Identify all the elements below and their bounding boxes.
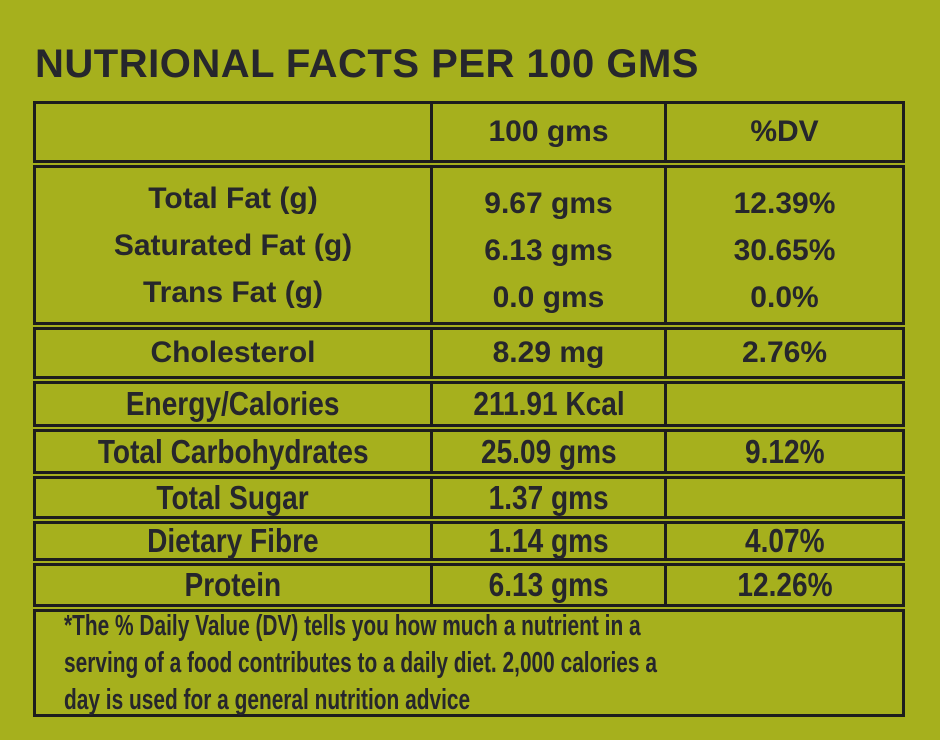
table-row-energy: Energy/Calories 211.91 Kcal [33, 381, 905, 427]
fat-amount-total: 9.67 gms [484, 186, 613, 220]
footnote-line: *The % Daily Value (DV) tells you how mu… [64, 609, 641, 642]
row-dv [667, 384, 902, 424]
row-name: Protein [184, 566, 282, 603]
fat-dv-trans: 0.0% [750, 280, 819, 314]
table-header-row: 100 gms %DV [33, 101, 905, 163]
header-blank-cell [36, 104, 430, 160]
row-name: Cholesterol [150, 336, 316, 369]
table-row-sugar: Total Sugar 1.37 gms [33, 476, 905, 519]
row-amount: 211.91 Kcal [430, 384, 667, 424]
row-dv: 9.12% [744, 432, 825, 470]
row-amount: 6.13 gms [430, 566, 667, 604]
row-name: Total Sugar [156, 478, 310, 516]
fat-group-row: Total Fat (g) Saturated Fat (g) Trans Fa… [33, 165, 905, 325]
fat-dv-total: 12.39% [733, 186, 836, 220]
fat-amount-saturated: 6.13 gms [484, 233, 613, 267]
row-dv [667, 479, 902, 516]
footnote-text: *The % Daily Value (DV) tells you how mu… [36, 610, 902, 716]
row-amount: 8.29 mg [430, 330, 667, 376]
fat-label-trans: Trans Fat (g) [142, 275, 323, 309]
fat-group-amounts: 9.67 gms 6.13 gms 0.0 gms [430, 168, 667, 322]
row-name: Energy/Calories [126, 385, 340, 422]
row-amount: 25.09 gms [430, 432, 667, 471]
table-row-cholesterol: Cholesterol 8.29 mg 2.76% [33, 327, 905, 379]
row-dv: 12.26% [736, 566, 833, 603]
fat-group-dvs: 12.39% 30.65% 0.0% [667, 168, 902, 322]
fat-label-saturated: Saturated Fat (g) [113, 228, 353, 262]
row-dv: 2.76% [741, 336, 828, 369]
footnote-line: serving of a food contributes to a daily… [64, 646, 657, 679]
header-amount-cell: 100 gms [430, 104, 667, 160]
table-row-fibre: Dietary Fibre 1.14 gms 4.07% [33, 521, 905, 561]
fat-dv-saturated: 30.65% [733, 233, 836, 267]
row-amount: 1.14 gms [430, 522, 667, 559]
nutrition-table: 100 gms %DV Total Fat (g) Saturated Fat … [33, 101, 905, 719]
row-name: Total Carbohydrates [97, 432, 369, 470]
fat-group-labels: Total Fat (g) Saturated Fat (g) Trans Fa… [36, 168, 430, 322]
header-dv-cell: %DV [750, 115, 819, 148]
page-title: NUTRIONAL FACTS PER 100 GMS [35, 42, 699, 86]
table-row-protein: Protein 6.13 gms 12.26% [33, 563, 905, 607]
fat-amount-trans: 0.0 gms [492, 280, 605, 314]
table-footnote-row: *The % Daily Value (DV) tells you how mu… [33, 609, 905, 717]
row-amount: 1.37 gms [430, 479, 667, 516]
fat-label-total: Total Fat (g) [148, 181, 318, 215]
footnote-line: day is used for a general nutrition advi… [64, 683, 471, 716]
row-name: Dietary Fibre [147, 522, 319, 559]
row-dv: 4.07% [744, 522, 825, 559]
table-row-carbohydrates: Total Carbohydrates 25.09 gms 9.12% [33, 429, 905, 474]
